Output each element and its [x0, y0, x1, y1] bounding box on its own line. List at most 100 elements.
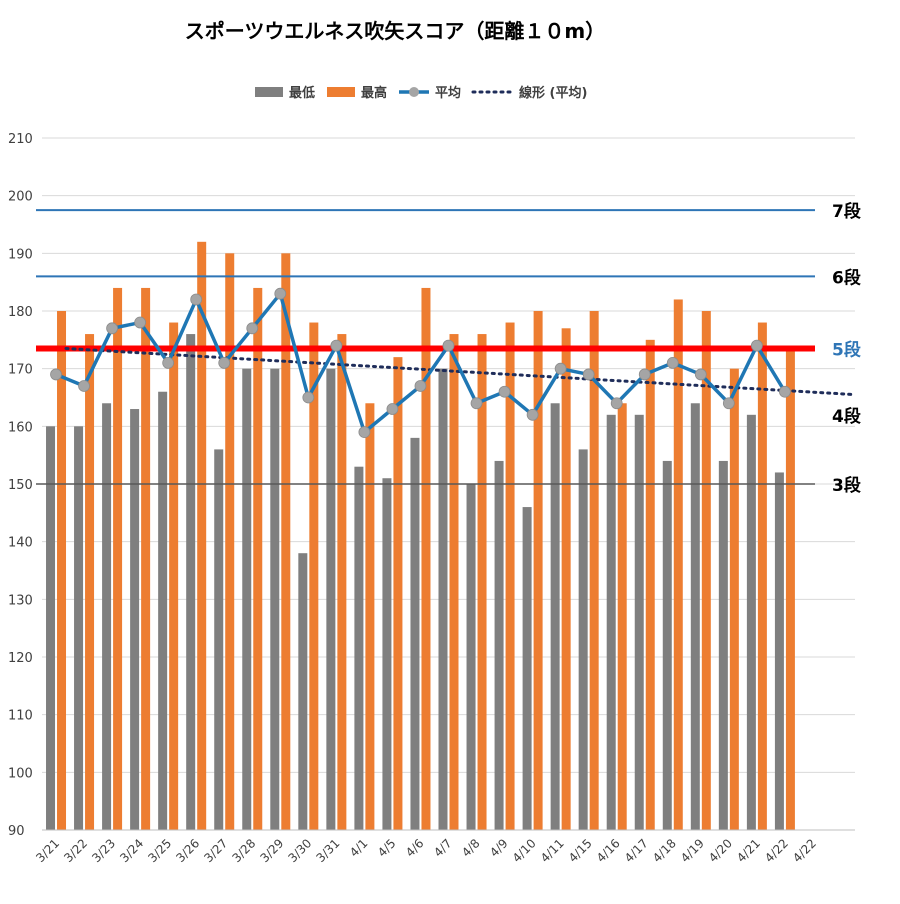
bar-min [494, 460, 504, 830]
bar-max [169, 322, 179, 830]
bar-min [438, 368, 448, 830]
x-tick-label: 4/10 [510, 836, 539, 865]
average-line [50, 287, 791, 439]
y-tick-label: 140 [8, 536, 33, 551]
bar-min [550, 403, 560, 830]
average-point [750, 339, 763, 352]
x-tick-label: 3/28 [229, 836, 258, 865]
legend-swatch-marker [409, 87, 419, 97]
reference-label: 7段 [832, 201, 861, 222]
bar-max [141, 287, 151, 830]
bar-min [326, 368, 336, 830]
average-point [498, 385, 511, 398]
bar-min [298, 553, 308, 830]
bar-max [673, 299, 683, 830]
x-tick-label: 4/5 [375, 836, 399, 860]
x-tick-label: 4/16 [594, 836, 623, 865]
bar-max [449, 334, 459, 830]
y-tick-label: 110 [8, 709, 33, 724]
bar-max [309, 322, 319, 830]
bar-min [690, 403, 700, 830]
bar-min [242, 368, 252, 830]
bar-min [662, 460, 672, 830]
average-point [386, 403, 399, 415]
x-tick-label: 3/27 [201, 836, 230, 865]
bar-max [225, 253, 235, 831]
average-point [638, 368, 651, 381]
bar-min [130, 409, 140, 830]
bar-max [589, 311, 599, 830]
average-point [470, 397, 483, 410]
average-point [554, 362, 567, 375]
y-tick-label: 130 [8, 593, 33, 608]
bar-max [197, 241, 207, 831]
bar-max [785, 345, 795, 830]
legend: 最低 最高 平均 線形 (平均) [255, 85, 587, 101]
x-tick-label: 3/24 [117, 836, 146, 865]
bar-min [186, 334, 196, 830]
bar-max [253, 287, 263, 830]
bar-min [522, 507, 532, 830]
bar-min [578, 449, 588, 830]
y-tick-label: 90 [8, 824, 25, 839]
average-point [610, 397, 623, 410]
bar-min [466, 484, 476, 830]
bar-max [477, 334, 487, 830]
average-point [694, 368, 707, 381]
bar-min [774, 472, 784, 830]
bar-max [617, 403, 627, 830]
average-point [779, 385, 791, 398]
bar-min [270, 368, 280, 830]
bar-max [505, 322, 515, 830]
bar-max [365, 403, 375, 830]
bar-max [57, 311, 67, 830]
x-tick-label: 3/31 [314, 836, 343, 865]
average-point [274, 287, 287, 300]
y-tick-label: 170 [8, 363, 33, 378]
average-point [526, 408, 539, 421]
y-tick-label: 210 [8, 132, 33, 147]
average-point [78, 380, 90, 392]
legend-label: 最高 [361, 85, 387, 101]
bars [46, 241, 795, 831]
x-tick-label: 4/21 [734, 836, 763, 865]
y-tick-label: 190 [8, 247, 33, 262]
reference-lines: 7段 6段 5段 4段 3段 [36, 201, 861, 496]
average-point [134, 316, 147, 329]
x-tick-label: 4/1 [347, 836, 371, 860]
average-point [106, 322, 118, 335]
bar-max [645, 339, 655, 830]
average-point [358, 426, 371, 439]
average-point [582, 368, 595, 381]
bar-min [354, 466, 364, 830]
axes: 90 100 110 120 130 140 150 160 170 180 190 200 210 3/… [8, 132, 855, 865]
legend-swatch [327, 87, 355, 97]
average-point [162, 356, 175, 369]
average-point [722, 397, 735, 410]
reference-label: 5段 [832, 339, 861, 360]
x-tick-label: 3/23 [89, 836, 118, 865]
average-point [190, 293, 203, 306]
bar-max [701, 311, 711, 830]
average-point [246, 322, 259, 335]
x-tick-label: 3/30 [285, 836, 314, 865]
y-tick-label: 180 [8, 305, 33, 320]
chart-title: スポーツウエルネス吹矢スコア（距離１０m） [185, 19, 605, 43]
x-tick-label: 3/29 [257, 836, 286, 865]
bar-min [634, 414, 644, 830]
legend-label: 平均 [435, 85, 461, 101]
bar-min [46, 426, 56, 830]
bar-max [757, 322, 767, 830]
x-tick-label: 4/18 [650, 836, 679, 865]
bar-max [281, 253, 291, 831]
legend-label: 線形 (平均) [519, 85, 587, 101]
average-point [442, 339, 455, 352]
x-tick-label: 3/26 [173, 836, 202, 865]
bar-max [533, 311, 543, 830]
average-point [330, 339, 343, 352]
x-tick-label: 4/15 [566, 836, 595, 865]
bar-min [606, 414, 616, 830]
bar-max [85, 334, 95, 830]
